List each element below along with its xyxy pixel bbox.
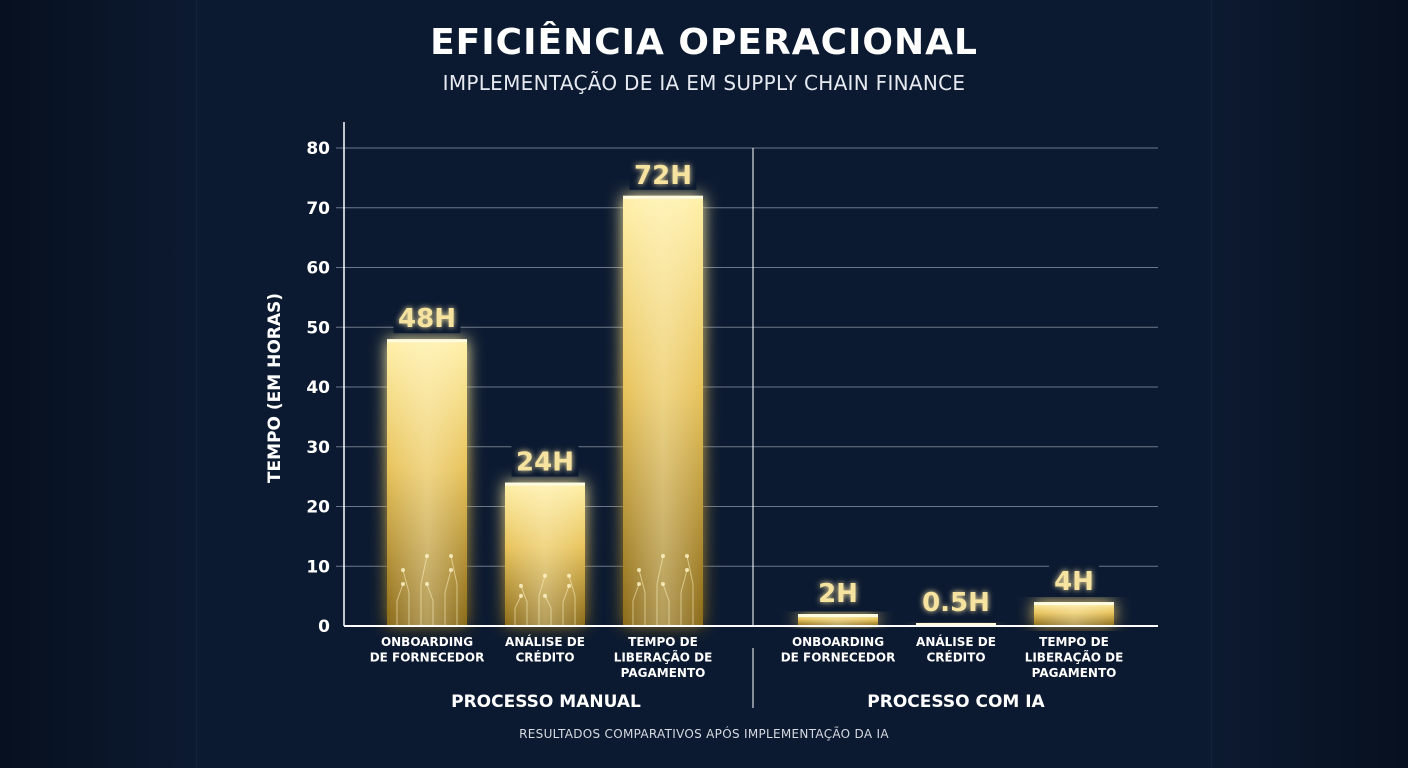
bar-value-label: 48H	[398, 304, 456, 334]
category-label-line: CRÉDITO	[515, 650, 574, 665]
category-label-line: TEMPO DE	[628, 635, 698, 649]
value-label-backdrop	[914, 585, 998, 618]
chart-title: EFICIÊNCIA OPERACIONAL	[430, 22, 978, 63]
bar-top-highlight	[387, 339, 467, 343]
category-label: ONBOARDING DE FORNECEDOR	[781, 635, 896, 665]
y-tick-label: 60	[306, 259, 330, 279]
y-tick-label: 50	[306, 318, 330, 338]
panel-edge-left	[196, 0, 197, 768]
bar-circuit-pattern	[514, 573, 576, 626]
group-label: PROCESSO COM IA	[867, 692, 1045, 712]
bar-value-label: 2H	[818, 579, 858, 609]
category-label-line: CRÉDITO	[926, 650, 985, 665]
category-label-line: ONBOARDING	[792, 635, 884, 649]
y-tick-label: 0	[318, 617, 330, 637]
value-label-backdrop	[511, 444, 579, 477]
bar-circuit-pattern	[632, 554, 694, 626]
category-label: ANÁLISE DE CRÉDITO	[505, 634, 585, 665]
bar-circuit-pattern	[396, 554, 458, 626]
category-label-line: ONBOARDING	[381, 635, 473, 649]
bar-top-highlight	[623, 195, 703, 199]
y-tick-label: 80	[306, 139, 330, 159]
y-tick-label: 40	[306, 378, 330, 398]
category-label: TEMPO DE LIBERAÇÃO DE PAGAMENTO	[614, 635, 713, 680]
category-label-line: TEMPO DE	[1039, 635, 1109, 649]
y-axis-label: TEMPO (EM HORAS)	[265, 293, 285, 483]
value-label-backdrop	[393, 301, 461, 334]
group-label: PROCESSO MANUAL	[451, 692, 641, 712]
footnote: RESULTADOS COMPARATIVOS APÓS IMPLEMENTAÇ…	[519, 727, 889, 741]
chart-subtitle: IMPLEMENTAÇÃO DE IA EM SUPPLY CHAIN FINA…	[442, 71, 966, 95]
category-label-line: PAGAMENTO	[621, 666, 706, 680]
y-tick-label: 20	[306, 498, 330, 518]
bar-value-label: 24H	[516, 448, 574, 478]
category-label-line: PAGAMENTO	[1032, 666, 1117, 680]
category-label: ONBOARDING DE FORNECEDOR	[370, 635, 485, 665]
category-label-line: LIBERAÇÃO DE	[1025, 650, 1124, 665]
bar-shine	[623, 195, 703, 627]
category-label-line: DE FORNECEDOR	[370, 651, 485, 665]
bar-shine	[1034, 602, 1114, 626]
value-label-backdrop	[1049, 564, 1099, 597]
bar-top-highlight	[798, 614, 878, 618]
bar-top-highlight	[505, 482, 585, 486]
bar-shine	[798, 614, 878, 626]
bar-shine	[387, 339, 467, 626]
bar-top-highlight	[916, 623, 996, 626]
bar-value-label: 0.5H	[922, 588, 990, 618]
category-label-line: LIBERAÇÃO DE	[614, 650, 713, 665]
category-label-line: ANÁLISE DE	[505, 634, 585, 649]
y-tick-label: 70	[306, 199, 330, 219]
bar-top-highlight	[1034, 602, 1114, 606]
category-label: ANÁLISE DE CRÉDITO	[916, 634, 996, 665]
panel-edge-right	[1211, 0, 1212, 768]
y-tick-label: 30	[306, 438, 330, 458]
value-label-backdrop	[813, 576, 863, 609]
category-label: TEMPO DE LIBERAÇÃO DE PAGAMENTO	[1025, 635, 1124, 680]
category-label-line: DE FORNECEDOR	[781, 651, 896, 665]
bar-value-label: 72H	[634, 161, 692, 191]
y-tick-label: 10	[306, 557, 330, 577]
bar-value-label: 4H	[1054, 567, 1094, 597]
value-label-backdrop	[629, 157, 697, 190]
category-label-line: ANÁLISE DE	[916, 634, 996, 649]
